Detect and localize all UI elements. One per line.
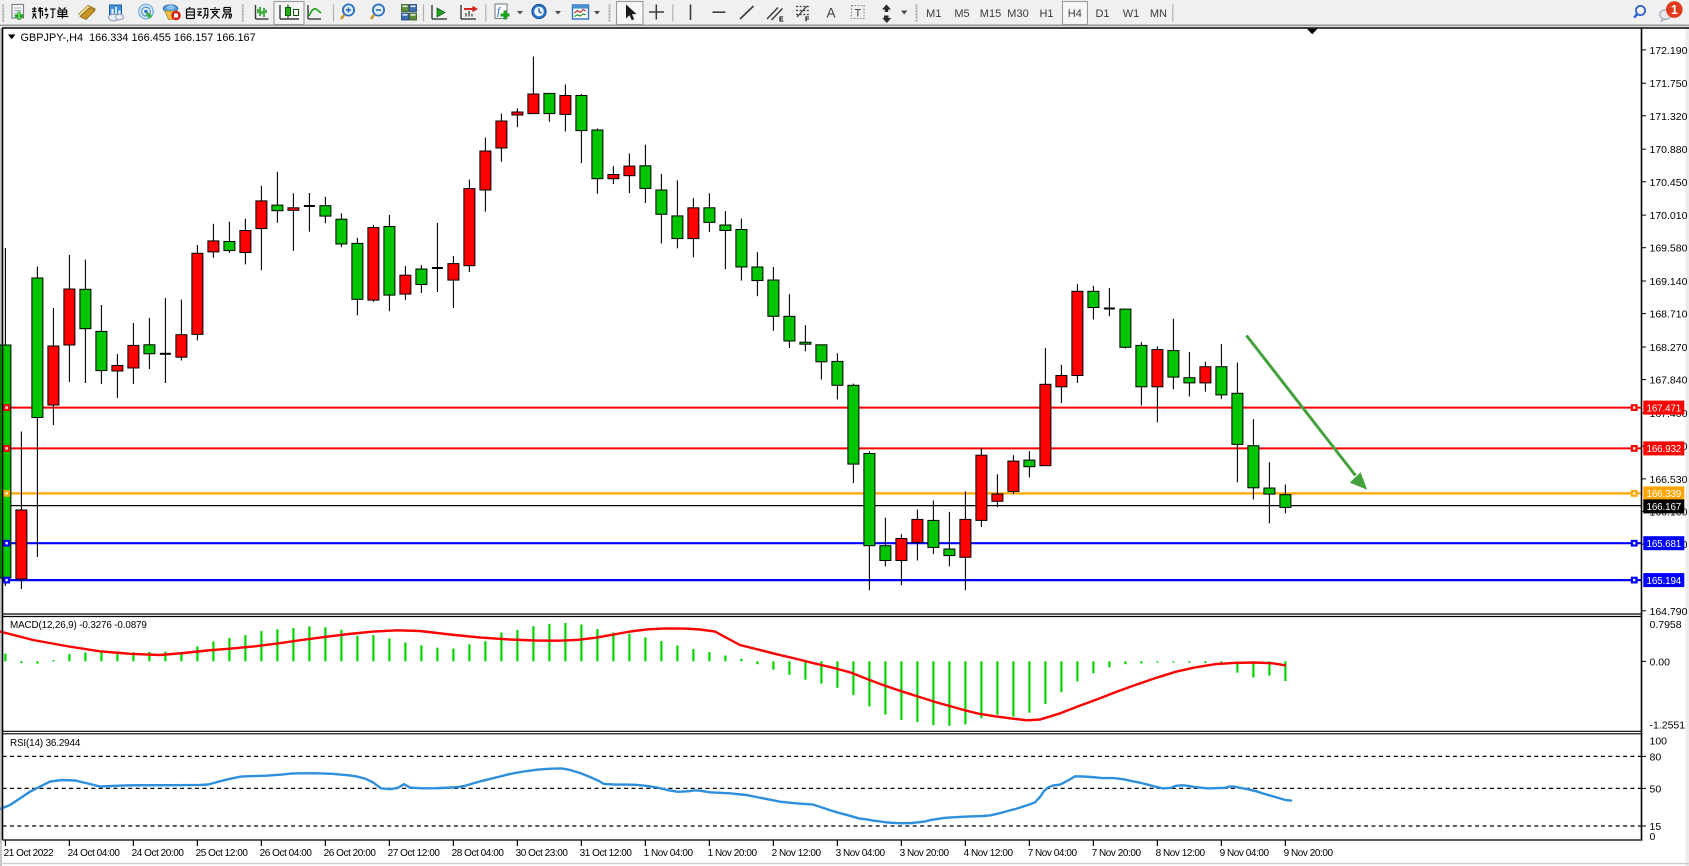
svg-text:167.471: 167.471 <box>1647 403 1682 414</box>
svg-text:15: 15 <box>1650 821 1662 833</box>
svg-text:3 Nov 20:00: 3 Nov 20:00 <box>900 848 950 859</box>
svg-text:164.790: 164.790 <box>1650 606 1688 618</box>
svg-text:M1: M1 <box>926 8 941 20</box>
svg-text:0.00: 0.00 <box>1650 656 1671 668</box>
svg-text:169.580: 169.580 <box>1650 243 1688 255</box>
svg-text:30 Oct 23:00: 30 Oct 23:00 <box>516 848 569 859</box>
svg-text:169.140: 169.140 <box>1650 276 1688 288</box>
svg-text:E: E <box>779 17 784 24</box>
svg-text:f: f <box>497 6 502 18</box>
svg-text:26 Oct 20:00: 26 Oct 20:00 <box>324 848 377 859</box>
svg-text:28 Oct 04:00: 28 Oct 04:00 <box>452 848 505 859</box>
svg-text:25 Oct 12:00: 25 Oct 12:00 <box>196 848 249 859</box>
svg-text:171.320: 171.320 <box>1650 111 1688 123</box>
svg-text:170.450: 170.450 <box>1650 177 1688 189</box>
svg-text:-1.2551: -1.2551 <box>1650 720 1686 732</box>
svg-text:9 Nov 20:00: 9 Nov 20:00 <box>1284 848 1334 859</box>
svg-text:1 Nov 20:00: 1 Nov 20:00 <box>708 848 758 859</box>
svg-text:166.932: 166.932 <box>1647 444 1682 455</box>
svg-text:167.840: 167.840 <box>1650 375 1688 387</box>
svg-text:165.194: 165.194 <box>1647 576 1682 587</box>
svg-text:24 Oct 04:00: 24 Oct 04:00 <box>68 848 121 859</box>
svg-text:M30: M30 <box>1007 8 1028 20</box>
svg-text:165.681: 165.681 <box>1647 539 1682 550</box>
svg-text:24 Oct 20:00: 24 Oct 20:00 <box>132 848 185 859</box>
svg-text:MN: MN <box>1150 8 1167 20</box>
svg-text:8 Nov 12:00: 8 Nov 12:00 <box>1156 848 1206 859</box>
svg-text:100: 100 <box>1650 736 1668 748</box>
svg-text:F: F <box>805 17 810 24</box>
svg-text:3 Nov 04:00: 3 Nov 04:00 <box>836 848 886 859</box>
svg-text:RSI(14) 36.2944: RSI(14) 36.2944 <box>10 738 81 749</box>
svg-text:A: A <box>827 6 836 21</box>
svg-text:7 Nov 20:00: 7 Nov 20:00 <box>1092 848 1142 859</box>
svg-text:M15: M15 <box>980 8 1001 20</box>
svg-text:172.190: 172.190 <box>1650 45 1688 57</box>
svg-text:80: 80 <box>1650 751 1662 763</box>
svg-text:H4: H4 <box>1068 8 1082 20</box>
svg-text:GBPJPY-,H4 166.334 166.455 16: GBPJPY-,H4 166.334 166.455 166.157 166.1… <box>21 32 256 44</box>
svg-text:4 Nov 12:00: 4 Nov 12:00 <box>964 848 1014 859</box>
svg-text:1: 1 <box>1671 3 1678 17</box>
svg-text:170.880: 170.880 <box>1650 144 1688 156</box>
svg-text:1 Nov 04:00: 1 Nov 04:00 <box>644 848 694 859</box>
svg-text:168.710: 168.710 <box>1650 309 1688 321</box>
svg-text:170.010: 170.010 <box>1650 210 1688 222</box>
svg-text:0: 0 <box>1650 831 1656 843</box>
svg-text:T: T <box>855 8 862 20</box>
svg-text:50: 50 <box>1650 783 1662 795</box>
svg-text:D1: D1 <box>1095 8 1109 20</box>
svg-text:H1: H1 <box>1039 8 1053 20</box>
svg-text:21 Oct 2022: 21 Oct 2022 <box>4 848 54 859</box>
svg-text:26 Oct 04:00: 26 Oct 04:00 <box>260 848 313 859</box>
svg-text:W1: W1 <box>1123 8 1140 20</box>
svg-text:27 Oct 12:00: 27 Oct 12:00 <box>388 848 441 859</box>
svg-text:2 Nov 12:00: 2 Nov 12:00 <box>772 848 822 859</box>
svg-text:166.530: 166.530 <box>1650 474 1688 486</box>
svg-text:M5: M5 <box>954 8 969 20</box>
svg-text:168.270: 168.270 <box>1650 342 1688 354</box>
svg-text:7 Nov 04:00: 7 Nov 04:00 <box>1028 848 1078 859</box>
svg-text:171.750: 171.750 <box>1650 78 1688 90</box>
svg-text:MACD(12,26,9) -0.3276 -0.0879: MACD(12,26,9) -0.3276 -0.0879 <box>10 620 147 631</box>
svg-text:166.167: 166.167 <box>1647 502 1682 513</box>
svg-text:31 Oct 12:00: 31 Oct 12:00 <box>580 848 633 859</box>
svg-text:9 Nov 04:00: 9 Nov 04:00 <box>1220 848 1270 859</box>
svg-text:0.7958: 0.7958 <box>1650 619 1682 631</box>
svg-text:166.339: 166.339 <box>1647 489 1682 500</box>
